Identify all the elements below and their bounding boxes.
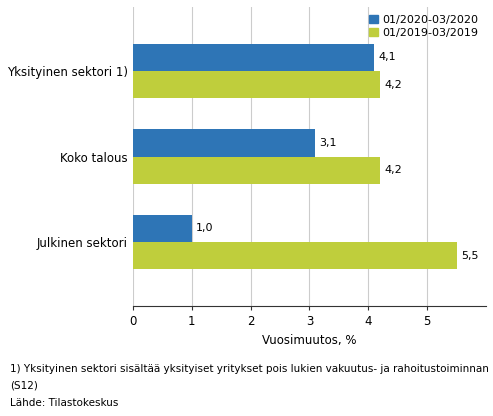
Bar <box>133 156 380 184</box>
Bar <box>133 44 374 71</box>
Text: 1) Yksityinen sektori sisältää yksityiset yritykset pois lukien vakuutus- ja rah: 1) Yksityinen sektori sisältää yksityise… <box>10 364 489 374</box>
Text: 4,2: 4,2 <box>384 165 402 175</box>
Legend: 01/2020-03/2020, 01/2019-03/2019: 01/2020-03/2020, 01/2019-03/2019 <box>367 12 481 40</box>
Bar <box>133 242 457 269</box>
X-axis label: Vuosimuutos, %: Vuosimuutos, % <box>262 334 356 347</box>
Bar <box>133 215 192 242</box>
Text: Lähde: Tilastokeskus: Lähde: Tilastokeskus <box>10 398 118 408</box>
Text: 1,0: 1,0 <box>196 223 213 233</box>
Text: 3,1: 3,1 <box>319 138 337 148</box>
Text: 5,5: 5,5 <box>461 251 478 261</box>
Bar <box>133 71 380 99</box>
Text: 4,2: 4,2 <box>384 80 402 90</box>
Bar <box>133 129 316 156</box>
Text: (S12): (S12) <box>10 381 38 391</box>
Text: 4,1: 4,1 <box>378 52 396 62</box>
